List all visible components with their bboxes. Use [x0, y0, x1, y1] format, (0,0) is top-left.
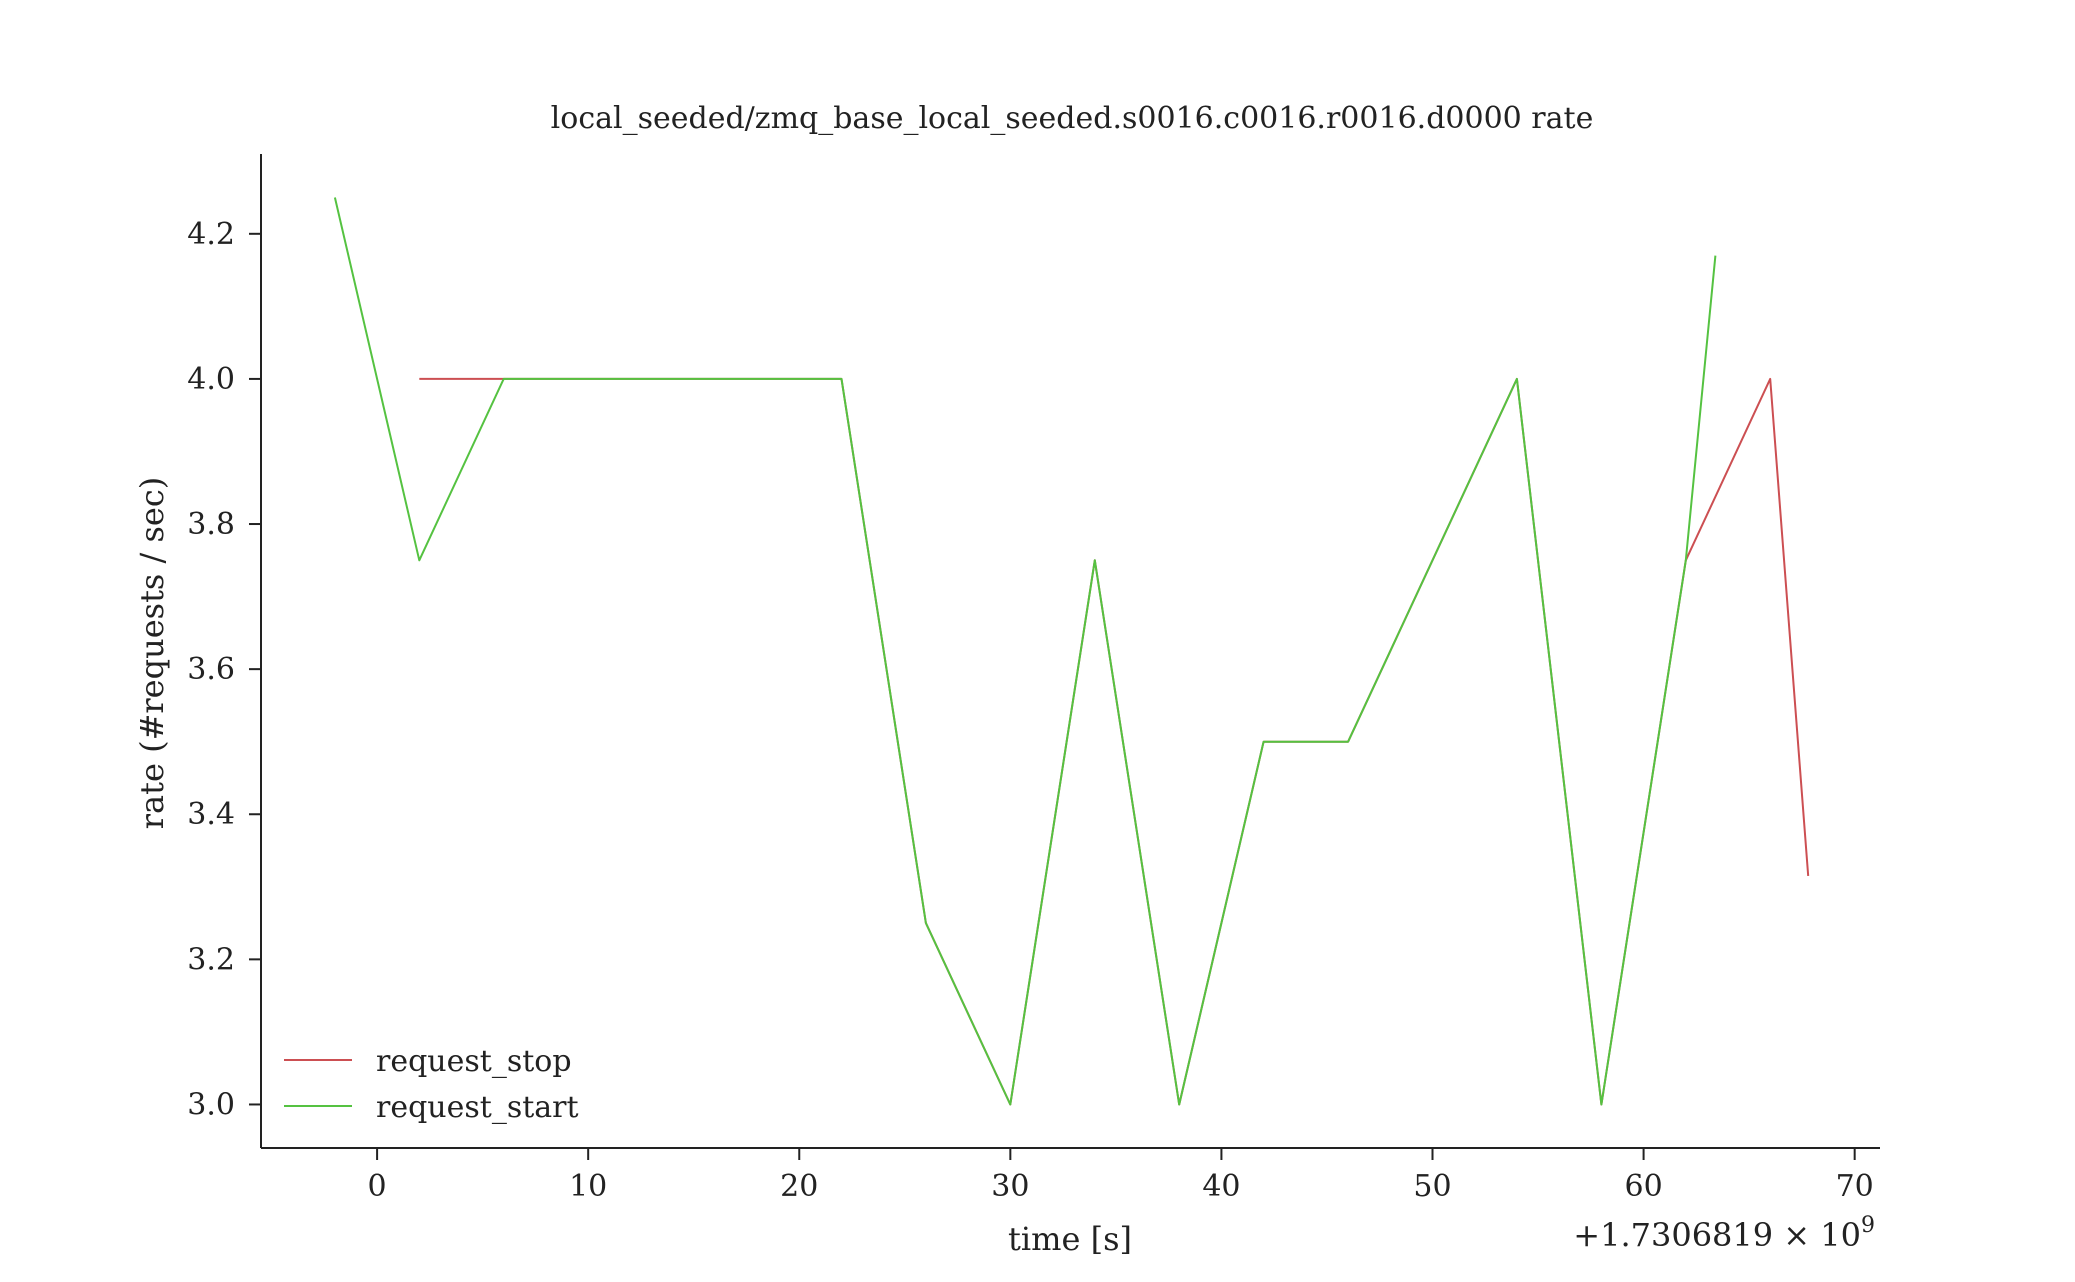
y-axis-label: rate (#requests / sec) — [133, 477, 171, 830]
x-tick-label: 50 — [1413, 1169, 1451, 1204]
series-line-request-start — [333, 197, 1717, 1106]
x-tick-label: 60 — [1624, 1169, 1662, 1204]
series-line-request-stop — [419, 377, 1810, 1106]
y-tick-label: 3.8 — [187, 507, 235, 542]
x-tick-label: 0 — [368, 1169, 387, 1204]
y-tick-label: 4.2 — [187, 217, 235, 252]
x-offset-text: +1.7306819 × 10 — [1573, 1216, 1861, 1254]
x-tick-label: 40 — [1202, 1169, 1240, 1204]
y-tick-label: 3.0 — [187, 1087, 235, 1122]
x-tick-label: 70 — [1836, 1169, 1874, 1204]
x-tick-label: 30 — [991, 1169, 1029, 1204]
x-offset-exponent: 9 — [1861, 1213, 1875, 1238]
x-tick-label: 10 — [569, 1169, 607, 1204]
x-ticks: 0 10 20 30 40 50 60 70 — [368, 1148, 1874, 1204]
y-tick-label: 3.4 — [187, 797, 235, 832]
y-tick-label: 3.6 — [187, 652, 235, 687]
y-ticks: 3.0 3.2 3.4 3.6 3.8 4.0 4.2 — [187, 217, 261, 1122]
legend-label-request-start: request_start — [376, 1090, 579, 1125]
legend: request_stop request_start — [284, 1044, 579, 1125]
y-tick-label: 4.0 — [187, 362, 235, 397]
series-layer — [333, 197, 1810, 1106]
legend-label-request-stop: request_stop — [376, 1044, 572, 1079]
x-offset-label: +1.7306819 × 109 — [1573, 1213, 1875, 1254]
y-tick-label: 3.2 — [187, 942, 235, 977]
x-tick-label: 20 — [780, 1169, 818, 1204]
chart-title: local_seeded/zmq_base_local_seeded.s0016… — [551, 101, 1594, 136]
x-axis-label: time [s] — [1008, 1220, 1132, 1258]
